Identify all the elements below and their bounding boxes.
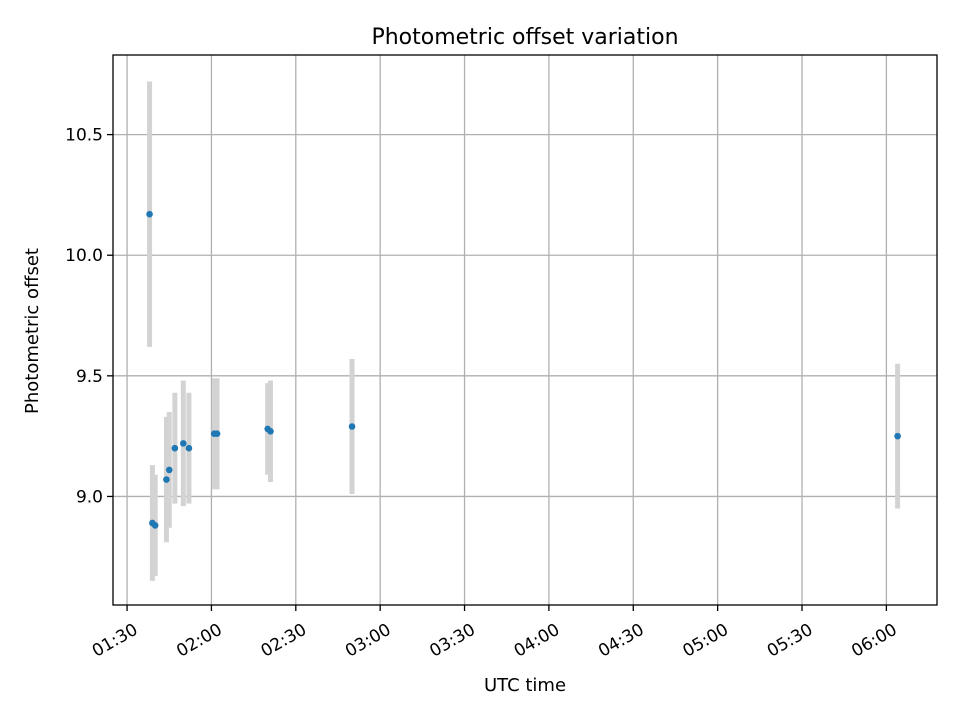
y-tick-label: 9.5 bbox=[76, 367, 103, 387]
x-tick-label: 02:00 bbox=[173, 620, 225, 662]
y-tick-label: 10.5 bbox=[65, 126, 103, 146]
x-tick-label: 06:00 bbox=[848, 620, 900, 662]
data-point bbox=[185, 444, 193, 452]
data-point bbox=[213, 430, 221, 438]
x-tick-label: 05:30 bbox=[764, 620, 816, 662]
x-tick-label: 02:30 bbox=[258, 620, 310, 662]
x-tick-label: 01:30 bbox=[89, 620, 141, 662]
data-point bbox=[146, 210, 153, 218]
data-points bbox=[146, 210, 901, 529]
error-bars bbox=[147, 81, 901, 581]
data-point bbox=[894, 432, 901, 440]
x-tick-label: 05:00 bbox=[680, 620, 732, 662]
data-point bbox=[151, 522, 159, 529]
data-point bbox=[171, 444, 179, 452]
data-point bbox=[163, 476, 170, 483]
data-point bbox=[348, 423, 356, 430]
data-point bbox=[165, 466, 173, 474]
data-point bbox=[267, 428, 274, 435]
x-tick-label: 03:30 bbox=[426, 620, 478, 662]
data-point bbox=[180, 440, 187, 447]
plot-frame bbox=[112, 54, 938, 606]
y-tick-label: 10.0 bbox=[65, 246, 103, 266]
chart-title: Photometric offset variation bbox=[371, 25, 678, 50]
x-tick-label: 04:00 bbox=[511, 620, 563, 662]
x-axis-label: UTC time bbox=[484, 675, 566, 696]
y-tick-label: 9.0 bbox=[76, 487, 103, 507]
grid bbox=[113, 55, 937, 605]
x-tick-label: 04:30 bbox=[595, 620, 647, 662]
x-tick-label: 03:00 bbox=[342, 620, 394, 662]
y-axis-label: Photometric offset bbox=[22, 248, 43, 414]
